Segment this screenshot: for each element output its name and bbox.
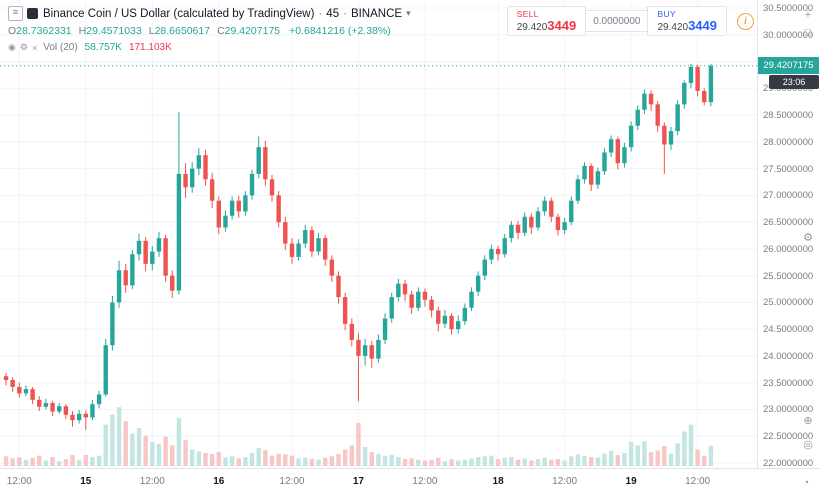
price-axis-label: 22.0000000 — [763, 458, 814, 469]
plus-icon[interactable]: + — [804, 9, 812, 21]
volume-row: ◉ ⚙ × Vol (20) 58.757K 171.103K — [8, 39, 411, 56]
ohlc-row: O 28.7362331 H 29.4571033 L 28.6650617 C… — [8, 22, 411, 39]
volume-indicator-label[interactable]: Vol (20) — [43, 42, 78, 53]
symbol-title[interactable]: Binance Coin / US Dollar (calculated by … — [43, 7, 315, 20]
price-axis-label: 22.5000000 — [763, 431, 814, 443]
series-icon — [27, 8, 38, 19]
price-axis-label: 28.0000000 — [763, 136, 814, 148]
time-axis-label: 15 — [80, 476, 92, 487]
time-axis[interactable]: 12:00 15 12:00 16 12:00 17 12:00 18 12:00 19 12:00 — [0, 468, 820, 498]
volume-value-2: 171.103K — [128, 42, 172, 53]
price-axis-label: 28.5000000 — [763, 110, 814, 122]
volume-series — [3, 407, 714, 466]
sell-price-pip: 3449 — [547, 17, 577, 33]
time-axis-label: 18 — [492, 476, 504, 487]
price-axis-label: 27.5000000 — [763, 163, 814, 175]
price-axis-label: 23.0000000 — [763, 404, 814, 416]
separator-dot: · — [318, 7, 323, 20]
open-value: 28.7362331 — [16, 24, 72, 37]
price-axis-label: 25.5000000 — [763, 270, 814, 282]
buy-price-pip: 3449 — [688, 17, 717, 33]
eye-icon[interactable]: ◉ — [8, 42, 16, 52]
low-label: L — [148, 24, 155, 37]
close-icon[interactable]: × — [31, 42, 38, 53]
sell-price-main: 29.420 — [516, 21, 548, 33]
separator-dot: · — [343, 7, 347, 20]
time-axis-label: 12:00 — [552, 476, 578, 487]
grid-lines — [0, 0, 757, 468]
gear-icon[interactable]: ⚙ — [19, 42, 28, 52]
interval-label[interactable]: 45 — [326, 7, 340, 20]
time-axis-label: 12:00 — [139, 476, 165, 487]
camera-icon[interactable]: ◎ — [803, 438, 813, 451]
last-price-badge: 29.4207175 — [758, 57, 819, 75]
high-value: 29.4571033 — [86, 24, 142, 37]
target-icon[interactable]: ⊕ — [803, 414, 813, 427]
buy-label: BUY — [657, 8, 676, 19]
candlestick-chart — [0, 0, 757, 468]
bar-countdown-badge: 23:06 — [769, 75, 819, 90]
volume-value-1: 58.757K — [84, 42, 122, 53]
trade-widget: SELL 29.4203449 0.0000000 BUY 29.4203449… — [506, 6, 754, 36]
symbol-row: ≡ Binance Coin / US Dollar (calculated b… — [8, 5, 411, 22]
time-axis-label: 12:00 — [279, 476, 305, 487]
buy-price-main: 29.420 — [657, 21, 689, 33]
timezone-clock-icon[interactable]: ◔ — [802, 477, 810, 489]
time-axis-label: 12:00 — [412, 476, 438, 487]
sell-button[interactable]: SELL 29.4203449 — [506, 6, 587, 36]
sell-label: SELL — [516, 8, 539, 19]
time-axis-label: 12:00 — [685, 476, 711, 487]
price-axis-label: 26.0000000 — [763, 243, 814, 255]
gear-icon[interactable]: ⚙ — [803, 231, 813, 244]
chart-legend: ≡ Binance Coin / US Dollar (calculated b… — [8, 5, 411, 56]
price-axis-label: 24.0000000 — [763, 350, 814, 362]
time-axis-label: 16 — [213, 476, 225, 487]
close-value: 29.4207175 — [224, 24, 281, 37]
spread-value: 0.0000000 — [586, 10, 648, 32]
high-label: H — [78, 24, 87, 37]
price-axis-label: 30.5000000 — [763, 3, 814, 14]
candle-series — [3, 63, 714, 430]
price-axis-label: 25.0000000 — [763, 297, 814, 309]
price-axis-label: 24.5000000 — [763, 324, 814, 336]
chevron-down-icon[interactable]: ▾ — [406, 8, 411, 18]
time-axis-label: 17 — [352, 476, 364, 487]
low-value: 28.6650617 — [154, 24, 211, 37]
close-label: C — [217, 24, 225, 37]
price-axis-label: 23.5000000 — [763, 377, 814, 389]
exchange-label[interactable]: BINANCE — [350, 7, 403, 20]
chart-plot-area[interactable] — [0, 0, 757, 468]
menu-icon[interactable]: ≡ — [8, 6, 23, 21]
price-axis-label: 27.0000000 — [763, 190, 814, 202]
open-label: O — [8, 24, 17, 37]
price-axis-label: 30.0000000 — [763, 29, 814, 41]
time-axis-label: 12:00 — [6, 476, 32, 487]
time-axis-label: 19 — [625, 476, 637, 487]
change-value: +0.6841216 (+2.38%) — [289, 24, 391, 37]
info-icon[interactable]: i — [737, 12, 754, 30]
maximize-icon[interactable]: □ — [804, 27, 812, 39]
price-axis-label: 26.5000000 — [763, 217, 814, 229]
buy-button[interactable]: BUY 29.4203449 — [647, 6, 727, 36]
